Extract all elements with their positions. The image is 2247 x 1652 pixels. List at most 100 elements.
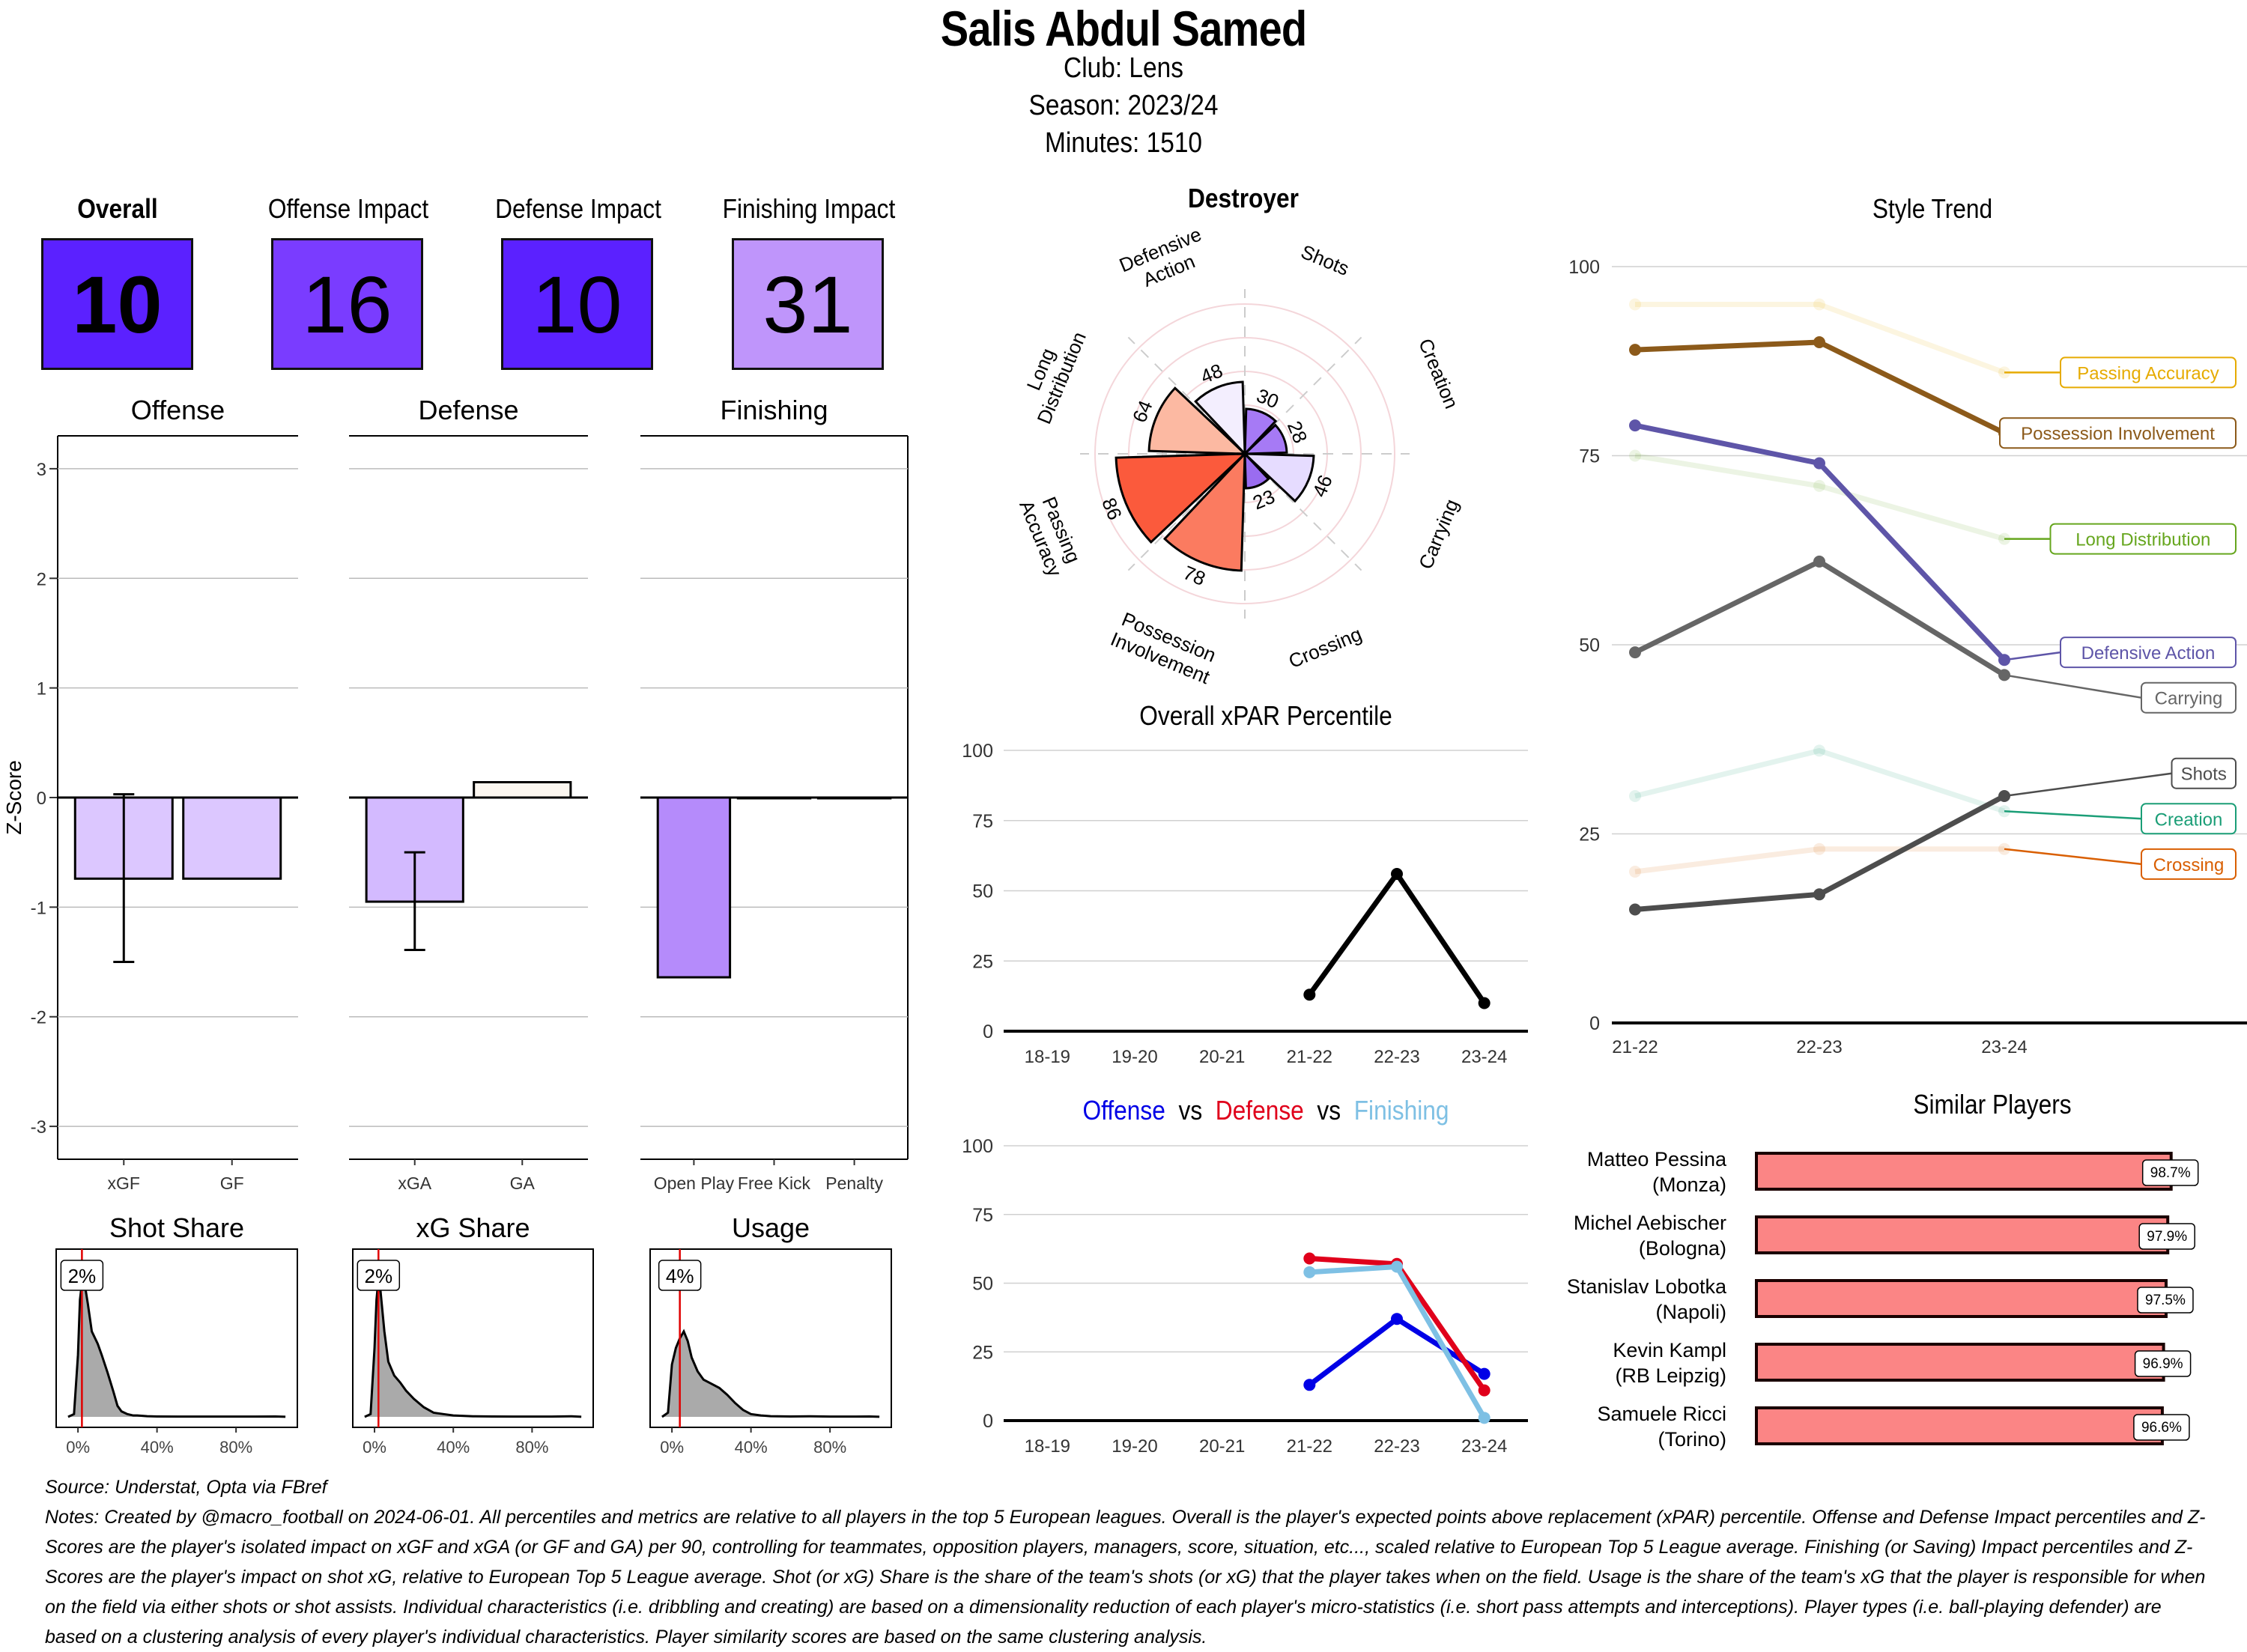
radar-wedge: [1162, 451, 1246, 572]
style-point: [1629, 449, 1641, 462]
zscore-facet-title: Offense: [131, 395, 225, 425]
ovd-title-vs1: vs: [1178, 1095, 1203, 1126]
season-line: Season: 2023/24: [1028, 90, 1219, 121]
similar-player-name: Matteo Pessina: [1587, 1148, 1727, 1170]
y-tick-label: 50: [1579, 635, 1600, 656]
zscore-bar: [473, 781, 572, 799]
zscore-ylabel: Z-Score: [2, 760, 25, 835]
series-point: [1391, 1260, 1403, 1273]
style-label-box: [2141, 803, 2237, 835]
series-point: [1303, 1379, 1316, 1391]
radar-value-label: 46: [1308, 472, 1337, 500]
similar-bar: [1755, 1215, 2170, 1254]
y-tick-label: 75: [1579, 446, 1600, 467]
zscore-tick-label: -3: [31, 1117, 46, 1138]
player-name: Salis Abdul Samed: [940, 1, 1307, 56]
impact-label-offense: Offense Impact: [267, 193, 429, 224]
share-x-label: 0%: [660, 1438, 684, 1457]
value-label: 2%: [365, 1265, 393, 1287]
radar-value-label: 28: [1283, 418, 1312, 446]
x-tick-label: 23-24: [1461, 1436, 1507, 1457]
zscore-tick-label: 2: [37, 569, 46, 589]
zscore-x-label: Penalty: [825, 1173, 883, 1193]
value-label-box: [357, 1260, 401, 1291]
y-tick-label: 25: [1579, 825, 1600, 845]
similar-player-name: Kevin Kampl: [1613, 1339, 1726, 1361]
x-tick-label: 22-23: [1796, 1037, 1842, 1057]
style-point: [1813, 744, 1825, 757]
similar-value-label: 97.9%: [2147, 1229, 2187, 1245]
style-title: Style Trend: [1872, 193, 1993, 224]
style-label: Passing Accuracy: [2077, 363, 2219, 383]
x-tick-label: 21-22: [1612, 1037, 1658, 1057]
similar-value-box: [2138, 1223, 2195, 1250]
share-title: Usage: [732, 1212, 810, 1243]
style-label-box: [2060, 637, 2237, 669]
style-point: [1629, 419, 1641, 432]
xpar-chart: 0 25 50 75 100 18-19 19-20 20-21 21-22 22-23 23-24: [962, 741, 1528, 1063]
share-x-label: 80%: [219, 1438, 252, 1457]
style-line: [1634, 339, 2006, 436]
similar-value-box: [2141, 1159, 2199, 1186]
style-line: [1634, 747, 2006, 814]
zscore-x-label: xGA: [398, 1173, 431, 1193]
series-point: [1303, 1266, 1316, 1278]
impact-label-defense: Defense Impact: [495, 193, 661, 224]
style-label-leader: [2004, 848, 2142, 866]
similar-value-box: [2133, 1414, 2190, 1441]
series-line-finishing: [1309, 1263, 1487, 1420]
zscore-x-label: GF: [220, 1173, 244, 1193]
similar-value-box: [2137, 1287, 2194, 1314]
density-area: [67, 1279, 286, 1417]
style-line: [1634, 846, 2004, 875]
radar-ring: [1094, 303, 1395, 604]
ovd-title-defense: Defense: [1215, 1095, 1304, 1126]
style-line: [1634, 453, 2005, 541]
style-label-box: [2141, 681, 2237, 714]
notes-text: Notes: Created by @macro_football on 202…: [45, 1507, 2206, 1648]
value-label-box: [60, 1260, 104, 1291]
radar-wedge: [1243, 407, 1278, 457]
zscore-chart: Z-Score 3 2 1 0 -1 -2 -3 Offense xGF GF Defense xGA G…: [2, 395, 909, 1193]
radar-value-label: 64: [1128, 397, 1157, 425]
similar-value-label: 96.9%: [2143, 1356, 2183, 1372]
style-point: [1813, 336, 1825, 348]
style-label-box: [1999, 417, 2237, 449]
style-point: [1629, 790, 1641, 802]
style-point: [1629, 646, 1641, 659]
style-point: [1813, 479, 1825, 492]
similar-player-club: (Napoli): [1655, 1301, 1726, 1323]
similar-player-name: Michel Aebischer: [1574, 1212, 1726, 1234]
series-point: [1478, 997, 1491, 1009]
density-area: [364, 1279, 582, 1417]
similar-player-club: (Torino): [1658, 1428, 1726, 1451]
x-tick-label: 21-22: [1287, 1436, 1332, 1457]
radar-value-label: 30: [1254, 384, 1282, 413]
style-point: [1813, 555, 1825, 568]
similar-bar: [1755, 1152, 2173, 1191]
x-tick-label: 23-24: [1461, 1047, 1507, 1063]
radar-category-label: Creation: [1414, 335, 1463, 412]
similar-player-club: (RB Leipzig): [1615, 1364, 1726, 1387]
impact-label-overall: Overall: [77, 193, 158, 224]
similar-player-name: Stanislav Lobotka: [1567, 1275, 1727, 1298]
radar-wedge: [1242, 452, 1315, 503]
radar-chart: 30Shots28Creation46Carrying23Crossing78P…: [1015, 222, 1463, 688]
style-label-box: [2049, 523, 2237, 555]
series-point: [1391, 868, 1403, 880]
x-tick-label: 22-23: [1374, 1436, 1419, 1457]
impact-value-finishing: 31: [762, 258, 853, 350]
y-tick-label: 100: [962, 1136, 993, 1157]
y-tick-label: 25: [972, 951, 993, 972]
zscore-bar: [182, 796, 282, 880]
zscore-tick-label: 0: [37, 789, 46, 809]
style-label: Shots: [2181, 765, 2227, 785]
style-point: [1629, 866, 1641, 878]
radar-wedge: [1147, 386, 1248, 455]
density-area: [661, 1331, 880, 1417]
value-label: 4%: [666, 1265, 694, 1287]
style-point: [1998, 805, 2010, 818]
source-note: Source: Understat, Opta via FBref: [45, 1477, 327, 1498]
ovd-title-offense: Offense: [1082, 1095, 1165, 1126]
x-tick-label: 20-21: [1199, 1047, 1245, 1063]
